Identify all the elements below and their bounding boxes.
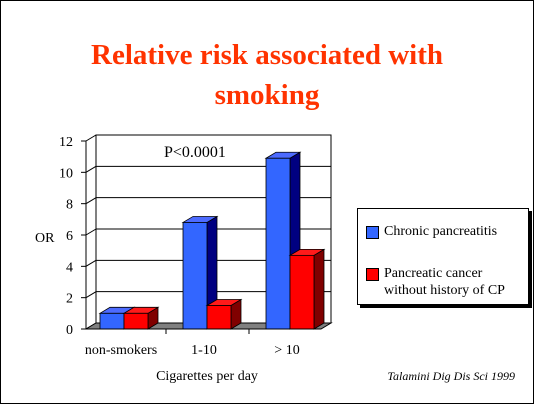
bar-front bbox=[206, 305, 232, 330]
y-tick-label: 0 bbox=[66, 323, 73, 338]
legend-label-chronic-pancreatitis: Chronic pancreatitis bbox=[384, 224, 498, 239]
y-axis-label: OR bbox=[35, 231, 55, 246]
y-tick-label: 4 bbox=[66, 260, 73, 275]
legend-swatch-pancreatic-cancer bbox=[366, 268, 379, 281]
slide-title-line-2: smoking bbox=[214, 79, 320, 111]
gridline-side bbox=[85, 134, 97, 142]
chart-legend: Chronic pancreatitis Pancreatic cancer w… bbox=[357, 208, 529, 305]
gridline-side bbox=[85, 165, 97, 173]
y-tick-label: 6 bbox=[66, 229, 73, 244]
slide-title: Relative risk associated with smoking bbox=[1, 35, 533, 115]
bar-front bbox=[123, 312, 149, 330]
bar-front bbox=[289, 254, 315, 330]
legend-swatch-chronic-pancreatitis bbox=[366, 226, 379, 239]
x-tick-label: > 10 bbox=[274, 343, 299, 358]
y-tick-label: 2 bbox=[66, 292, 73, 307]
gridline-side bbox=[85, 291, 97, 299]
legend-label-pancreatic-cancer: Pancreatic cancer without history of CP bbox=[384, 265, 505, 299]
x-tick-label: non-smokers bbox=[85, 343, 157, 358]
slide-title-line-1: Relative risk associated with bbox=[91, 39, 443, 71]
bar-1-10-series-1 bbox=[205, 298, 243, 330]
bar-side bbox=[313, 248, 325, 330]
bar-front bbox=[265, 157, 291, 330]
source-citation: Talamini Dig Dis Sci 1999 bbox=[387, 369, 515, 383]
gridline-side bbox=[85, 259, 97, 267]
y-tick-label: 8 bbox=[66, 198, 73, 213]
x-tick-label: 1-10 bbox=[191, 343, 217, 358]
gridline-side bbox=[85, 228, 97, 236]
bar-front bbox=[182, 222, 208, 330]
p-value-annotation: P<0.0001 bbox=[164, 144, 226, 161]
gridline-side bbox=[85, 197, 97, 205]
legend-item-chronic-pancreatitis: Chronic pancreatitis bbox=[366, 223, 497, 240]
axis-layer: 0 2 4 6 8 10 12 non-smokers 1-10 > 10 bbox=[59, 135, 321, 358]
y-tick-label: 10 bbox=[59, 166, 73, 181]
legend-label-line-1: Pancreatic cancer bbox=[384, 266, 483, 281]
bar-front bbox=[99, 312, 125, 330]
legend-label-line-2: without history of CP bbox=[384, 283, 505, 298]
bar-non-smokers-series-1 bbox=[122, 306, 160, 330]
legend-item-pancreatic-cancer: Pancreatic cancer without history of CP bbox=[366, 265, 505, 299]
y-tick-label: 12 bbox=[59, 135, 73, 150]
bars-layer bbox=[98, 151, 326, 330]
x-axis-label: Cigarettes per day bbox=[156, 369, 258, 384]
bar--10-series-1 bbox=[288, 248, 326, 330]
